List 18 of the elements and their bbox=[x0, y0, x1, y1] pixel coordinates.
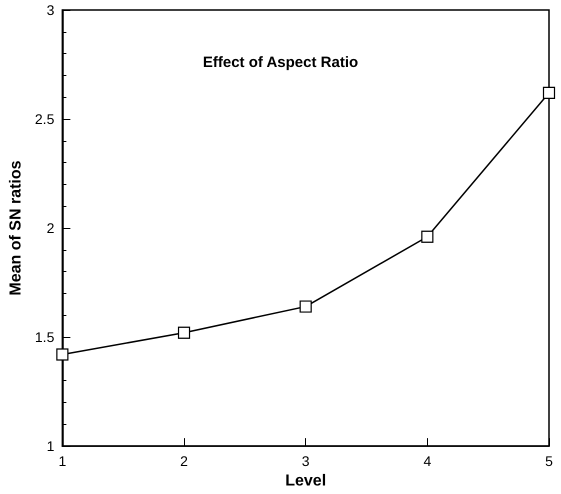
point bbox=[421, 230, 434, 243]
y-tick-label: 2 bbox=[46, 220, 55, 236]
x-tick-label: 1 bbox=[58, 453, 66, 470]
point bbox=[178, 326, 190, 339]
x-tick-label: 2 bbox=[180, 453, 188, 470]
point bbox=[56, 348, 68, 361]
y-tick-label: 2.5 bbox=[34, 111, 55, 128]
x-tick-label: 3 bbox=[302, 453, 310, 470]
y-tick-label: 1 bbox=[46, 438, 55, 454]
text: Effect of Aspect Ratio bbox=[202, 54, 358, 71]
point bbox=[542, 86, 556, 99]
x-tick-label: 4 bbox=[423, 453, 432, 470]
y-tick-label: 1.5 bbox=[34, 329, 55, 346]
y-axis-title: Mean of SN ratios bbox=[8, 160, 24, 296]
point bbox=[300, 300, 312, 313]
x-tick-label: 5 bbox=[545, 453, 554, 470]
x-axis-title: Level bbox=[285, 472, 326, 490]
y-tick-label: 3 bbox=[46, 2, 55, 18]
